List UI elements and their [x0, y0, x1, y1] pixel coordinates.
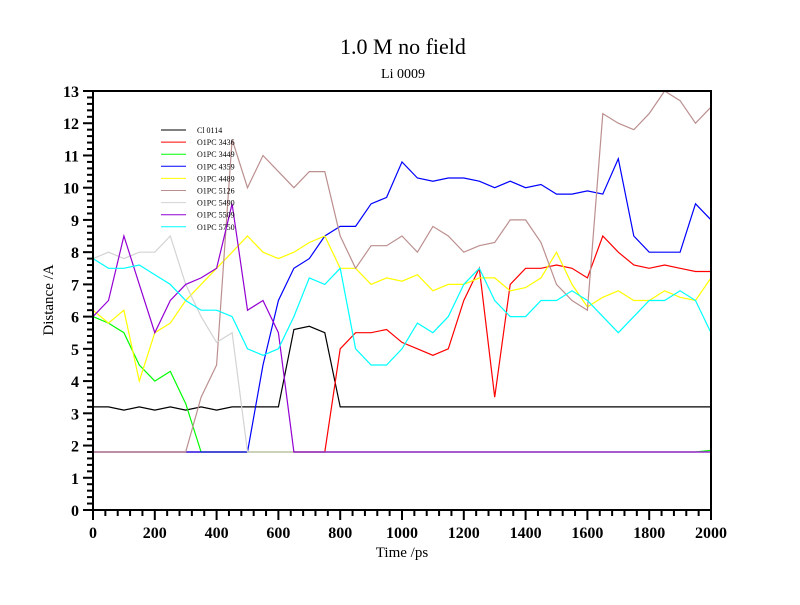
series-layer — [93, 91, 711, 453]
x-tick-label: 600 — [266, 525, 290, 542]
legend-label: O1PC 3449 — [197, 150, 235, 159]
y-tick-label: 0 — [71, 503, 79, 520]
legend-label: O1PC 5490 — [197, 199, 235, 208]
x-tick-label: 2000 — [695, 525, 727, 542]
x-tick-label: 1800 — [633, 525, 665, 542]
y-axis-label: Distance /A — [41, 264, 57, 335]
x-tick-label: 800 — [328, 525, 352, 542]
legend-item: O1PC 4489 — [161, 174, 235, 183]
y-tick-label: 9 — [71, 213, 79, 230]
legend-item: O1PC 3436 — [161, 138, 235, 147]
legend-item: Cl 0114 — [161, 126, 222, 135]
x-tick-label: 400 — [205, 525, 229, 542]
legend-label: O1PC 5750 — [197, 223, 235, 232]
series-line-o1pc-5490 — [93, 234, 711, 453]
y-tick-label: 6 — [71, 310, 79, 327]
y-tick-label: 12 — [63, 116, 79, 133]
legend-item: O1PC 4359 — [161, 162, 235, 171]
legend-label: O1PC 3436 — [197, 138, 235, 147]
legend-item: O1PC 5750 — [161, 223, 235, 232]
y-tick-label: 7 — [71, 277, 79, 294]
legend: Cl 0114 O1PC 3436 O1PC 3449 O1PC 4359 O1PC 4… — [161, 126, 235, 232]
legend-item: O1PC 5126 — [161, 187, 235, 196]
legend-label: O1PC 4359 — [197, 162, 235, 171]
y-tick-label: 13 — [63, 84, 79, 101]
legend-label: O1PC 4489 — [197, 174, 235, 183]
series-line-cl-0114 — [93, 325, 711, 411]
y-tick-label: 8 — [71, 245, 79, 262]
x-tick-label: 1400 — [510, 525, 542, 542]
series-line-o1pc-5750 — [93, 258, 711, 366]
legend-label: O1PC 5509 — [197, 211, 235, 220]
legend-item: O1PC 5490 — [161, 199, 235, 208]
legend-item: O1PC 3449 — [161, 150, 235, 159]
legend-label: O1PC 5126 — [197, 187, 235, 196]
series-line-o1pc-5126 — [93, 91, 711, 453]
chart-title: 1.0 M no field — [340, 34, 466, 59]
legend-item: O1PC 5509 — [161, 211, 235, 220]
series-line-o1pc-4489 — [93, 235, 711, 384]
y-tick-label: 11 — [64, 148, 79, 165]
x-tick-label: 1600 — [571, 525, 603, 542]
series-line-o1pc-4359 — [93, 156, 711, 453]
x-tick-label: 200 — [143, 525, 167, 542]
series-line-o1pc-5509 — [93, 203, 711, 453]
y-tick-label: 3 — [71, 406, 79, 423]
y-tick-label: 10 — [63, 181, 79, 198]
y-tick-label: 5 — [71, 342, 79, 359]
chart-subtitle: Li 0009 — [381, 67, 425, 82]
y-tick-label: 4 — [71, 374, 79, 391]
series-line-o1pc-3449 — [93, 316, 711, 453]
x-tick-label: 1200 — [448, 525, 480, 542]
legend-label: Cl 0114 — [197, 126, 222, 135]
x-tick-label: 0 — [89, 525, 97, 542]
y-tick-label: 2 — [71, 439, 79, 456]
x-axis-label: Time /ps — [376, 545, 429, 561]
x-tick-label: 1000 — [386, 525, 418, 542]
y-tick-label: 1 — [71, 471, 79, 488]
axes-layer: 0 200 400 600 800 1000 1200 1400 1600 1800 2000012… — [63, 84, 727, 542]
series-line-o1pc-3436 — [93, 234, 711, 453]
